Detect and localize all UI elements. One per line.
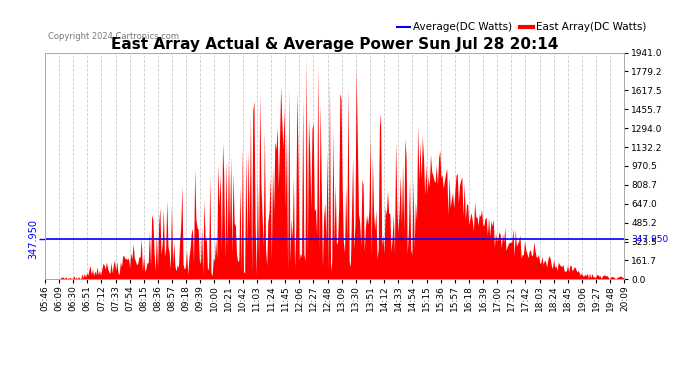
Legend: Average(DC Watts), East Array(DC Watts): Average(DC Watts), East Array(DC Watts): [393, 18, 650, 37]
Title: East Array Actual & Average Power Sun Jul 28 20:14: East Array Actual & Average Power Sun Ju…: [111, 38, 558, 52]
Text: Copyright 2024 Cartronics.com: Copyright 2024 Cartronics.com: [48, 32, 179, 41]
